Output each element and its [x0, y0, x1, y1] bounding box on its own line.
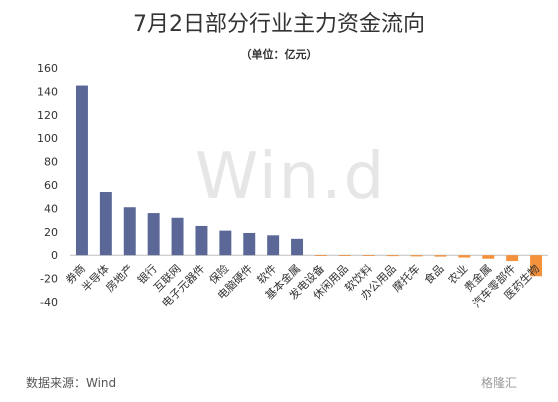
bar-房地产: [123, 207, 136, 256]
bar-食品: [434, 255, 447, 257]
y-tick-label: 20: [44, 226, 58, 239]
y-tick-label: 120: [37, 109, 58, 122]
bar-贵金属: [482, 255, 495, 259]
bar-半导体: [99, 192, 112, 256]
bar-软件: [267, 235, 280, 256]
y-tick-label: 160: [37, 62, 58, 75]
bar-券商: [75, 85, 88, 256]
y-tick-label: -20: [40, 273, 58, 286]
y-tick-label: 60: [44, 179, 58, 192]
bar-银行: [147, 213, 160, 256]
data-source: 数据来源：Wind: [26, 376, 117, 390]
bar-办公用品: [386, 255, 399, 257]
bar-电子元器件: [195, 225, 208, 256]
bar-互联网: [171, 217, 184, 256]
y-tick-label: 100: [37, 132, 58, 145]
chart-title: 7月2日部分行业主力资金流向: [133, 12, 425, 37]
y-tick-label: 140: [37, 85, 58, 98]
y-tick-label: 0: [51, 249, 58, 262]
gelonghui-logo: 格隆汇: [481, 376, 518, 390]
chart-subtitle: （单位：亿元）: [240, 48, 318, 61]
bar-摩托车: [410, 255, 423, 257]
bar-医药生物: [530, 255, 543, 277]
bar-休闲用品: [338, 255, 351, 256]
wind-watermark: Win.d: [195, 140, 387, 214]
x-tick-label: 摩托车: [389, 261, 422, 294]
bar-基本金属: [291, 238, 304, 256]
bar-保险: [219, 230, 232, 256]
bar-电脑硬件: [243, 232, 256, 256]
y-tick-label: 40: [44, 202, 58, 215]
bar-汽车零部件: [506, 255, 519, 262]
bar-软饮料: [362, 255, 375, 257]
y-tick-label: -40: [40, 296, 58, 309]
x-tick-label: 房地产: [103, 261, 136, 294]
bar-农业: [458, 255, 471, 258]
y-tick-label: 80: [44, 156, 58, 169]
bar-发电设备: [314, 255, 327, 256]
x-tick-label: 食品: [421, 261, 446, 286]
